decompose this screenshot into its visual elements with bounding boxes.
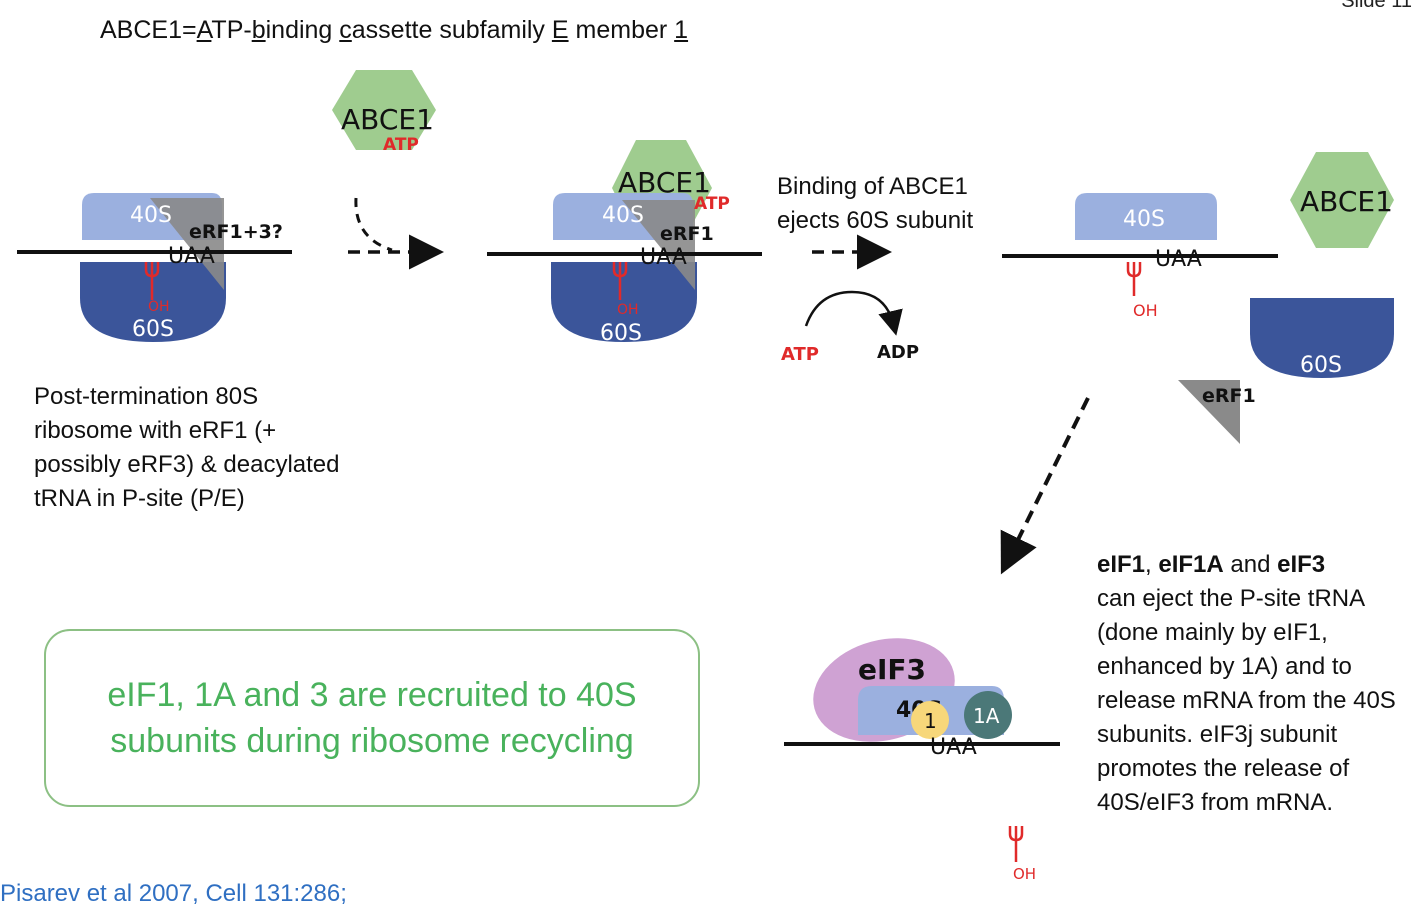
label-uaa: UAA: [930, 735, 977, 760]
subunit-60s: [80, 262, 226, 342]
title: ABCE1=ATP-binding cassette subfamily E m…: [100, 16, 688, 45]
complex-80s-left: 40S eRF1+3? UAA OH 60S: [17, 193, 292, 342]
label-eif1: 1: [924, 709, 937, 733]
eif-sep: and: [1223, 551, 1278, 578]
title-part: c: [339, 16, 352, 44]
label-40s: 40S: [130, 203, 172, 228]
label-eif3: eIF3: [858, 653, 926, 686]
label-erf1: eRF1: [1202, 385, 1256, 407]
label-eif1a: 1A: [973, 704, 1000, 728]
eif-term: eIF3: [1277, 551, 1326, 578]
summary-text: eIF1, 1A and 3 are recruited to 40S subu…: [107, 676, 637, 760]
eif1-circle: [911, 701, 949, 739]
abce1-hexagon-free: [1290, 152, 1394, 248]
label-oh: OH: [1013, 865, 1036, 883]
erf-triangle: [1178, 380, 1240, 444]
title-part: inding: [265, 16, 340, 44]
post-termination-description: Post-termination 80S ribosome with eRF1 …: [34, 383, 340, 512]
trna-icon: [144, 262, 160, 300]
label-40s: 40S: [602, 203, 644, 228]
label-oh: OH: [617, 302, 639, 318]
label-60s: 60S: [600, 321, 642, 346]
slide-number: Slide 11: [1341, 0, 1412, 12]
label-uaa: UAA: [168, 244, 215, 269]
binding-description: Binding of ABCE1 ejects 60S subunit: [777, 173, 974, 234]
eif-sep: ,: [1145, 551, 1159, 578]
subunit-60s: [1250, 298, 1394, 378]
eif-term: eIF1: [1097, 551, 1146, 578]
eif-description: eIF1, eIF1A and eIF3 can eject the P-sit…: [1097, 548, 1417, 820]
label-oh: OH: [148, 299, 170, 315]
label-60s: 60S: [132, 317, 174, 342]
arrow-diagonal: [1000, 397, 1090, 575]
erf-triangle: [150, 198, 224, 290]
atp-adp-arrow: [804, 290, 903, 336]
label-oh: OH: [1133, 301, 1158, 320]
label-uaa: UAA: [640, 245, 687, 270]
erf-triangle: [622, 200, 695, 290]
title-part: A: [196, 16, 212, 44]
label-atp: ATP: [781, 344, 819, 365]
arrow-curved-1: [354, 197, 393, 252]
label-60s: 60S: [1300, 353, 1342, 378]
trna-icon-released: [1008, 826, 1024, 862]
label-erf1: eRF1: [660, 223, 714, 245]
title-part: member: [568, 16, 675, 44]
label-abce1: ABCE1: [618, 166, 711, 199]
label-adp: ADP: [877, 342, 919, 363]
title-part: E: [551, 16, 569, 44]
complex-abce1-bound: ABCE1 ATP 40S eRF1 UAA OH 60S: [487, 140, 762, 346]
trna-icon: [1126, 262, 1142, 296]
label-40s: 40S: [1123, 207, 1165, 232]
label-abce1: ABCE1: [1300, 185, 1393, 218]
citation-link[interactable]: Pisarev et al 2007, Cell 131:286;: [0, 880, 347, 907]
summary-box: eIF1, 1A and 3 are recruited to 40S subu…: [44, 629, 700, 807]
subunit-40s: [1075, 193, 1217, 240]
title-part: 1: [674, 16, 689, 44]
title-part: TP-: [211, 16, 252, 44]
complex-eif-bound: eIF3 40S 1 1A UAA OH: [784, 638, 1060, 883]
eif1a-circle: [964, 691, 1012, 739]
label-atp: ATP: [383, 135, 419, 155]
subunit-60s: [551, 262, 697, 342]
title-part: assette subfamily: [351, 16, 552, 44]
label-atp: ATP: [694, 194, 730, 214]
label-abce1: ABCE1: [341, 103, 434, 136]
eif-description-body: can eject the P-site tRNA (done mainly b…: [1097, 585, 1396, 816]
title-prefix: ABCE1=: [100, 16, 197, 44]
trna-icon: [612, 262, 628, 300]
label-uaa: UAA: [1155, 247, 1202, 272]
abce1-hexagon-top: ABCE1 ATP: [332, 70, 436, 155]
eif-term: eIF1A: [1158, 551, 1224, 578]
title-part: b: [251, 16, 266, 44]
complex-dissociated: 40S UAA OH ABCE1 60S eRF1: [1002, 152, 1394, 444]
label-erf13: eRF1+3?: [189, 221, 283, 243]
